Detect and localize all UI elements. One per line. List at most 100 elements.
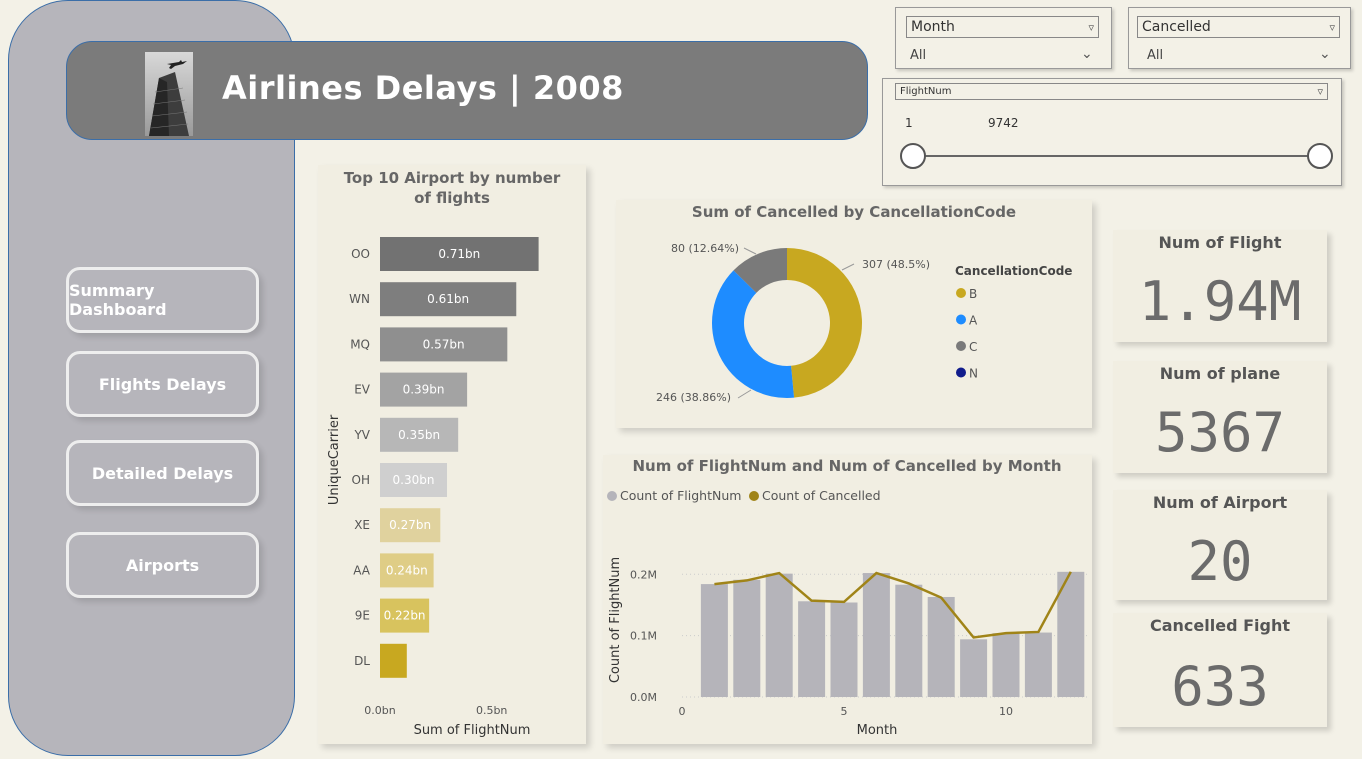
bar[interactable]: [700, 584, 728, 697]
cancelled-line[interactable]: [714, 571, 1072, 639]
flightnum-slicer-header[interactable]: FlightNum ▿: [895, 83, 1328, 100]
legend-label[interactable]: B: [969, 287, 977, 301]
flightnum-min-input[interactable]: 1: [905, 116, 913, 130]
x-tick-label: 10: [999, 705, 1013, 718]
bar[interactable]: [992, 633, 1020, 697]
bar[interactable]: [380, 237, 539, 271]
chart-title-line1: Top 10 Airport by number: [344, 169, 561, 187]
bar[interactable]: [380, 327, 508, 362]
detailed-delays-button[interactable]: Detailed Delays: [66, 440, 259, 506]
range-slider-max-handle[interactable]: [1307, 143, 1333, 169]
y-tick-label: XE: [354, 518, 370, 532]
legend-label[interactable]: Count of Cancelled: [762, 488, 881, 503]
airports-button[interactable]: Airports: [66, 532, 259, 598]
kpi-num-plane-value: 5367: [1154, 401, 1286, 464]
y-tick-label: 9E: [355, 609, 370, 623]
bar[interactable]: [380, 282, 517, 317]
bar[interactable]: [380, 372, 468, 407]
x-tick-label: 5: [841, 705, 848, 718]
chart-title: Num of FlightNum and Num of Cancelled by…: [632, 457, 1061, 475]
data-label: 0.27bn: [389, 518, 431, 532]
month-slicer-label: Month: [911, 19, 955, 35]
y-axis-title: UniqueCarrier: [327, 414, 342, 505]
month-slicer-value[interactable]: All: [910, 48, 927, 63]
bar[interactable]: [380, 417, 459, 452]
y-tick-label: OO: [351, 247, 370, 261]
kpi-num-airport-value: 20: [1187, 530, 1253, 593]
bar[interactable]: [927, 596, 955, 697]
bar[interactable]: [830, 602, 858, 698]
bar[interactable]: [733, 579, 761, 697]
bar[interactable]: [960, 639, 988, 697]
cancelled-slicer: Cancelled ▿ All ⌄: [1128, 7, 1351, 69]
kpi-num-plane-label: Num of plane: [1159, 364, 1281, 383]
flightnum-max-input[interactable]: 9742: [988, 116, 1019, 130]
bar[interactable]: [1024, 632, 1052, 697]
flights-delays-button[interactable]: Flights Delays: [66, 351, 259, 417]
data-label: 0.30bn: [393, 473, 435, 487]
data-label: 0.39bn: [403, 383, 445, 397]
bar[interactable]: [380, 598, 430, 633]
slice-label: 80 (12.64%): [671, 242, 739, 255]
month-slicer-header[interactable]: Month ▿: [906, 16, 1099, 38]
bar[interactable]: [798, 601, 826, 697]
legend-marker: [956, 288, 966, 298]
x-tick-label: 0.5bn: [476, 704, 507, 717]
data-label: 0.57bn: [423, 337, 465, 351]
donut-slice-C[interactable]: [733, 248, 787, 293]
y-tick-label: AA: [353, 563, 371, 577]
legend-label[interactable]: C: [969, 340, 977, 354]
bar[interactable]: [380, 643, 407, 678]
chevron-down-icon[interactable]: ⌄: [1319, 46, 1331, 62]
data-label: 0.71bn: [438, 247, 480, 261]
legend-marker: [956, 314, 966, 325]
chevron-down-icon: ▿: [1317, 85, 1323, 98]
donut-slice-B[interactable]: [787, 248, 863, 398]
month-slicer: Month ▿ All ⌄: [895, 7, 1112, 69]
header-banner: Airlines Delays | 2008: [66, 41, 868, 140]
chevron-down-icon: ▿: [1088, 21, 1094, 34]
cancelled-slicer-header[interactable]: Cancelled ▿: [1137, 16, 1340, 38]
chart-title-line2: of flights: [414, 189, 490, 207]
summary-dashboard-button[interactable]: Summary Dashboard: [66, 267, 259, 333]
slice-label: 246 (38.86%): [656, 391, 731, 404]
chevron-down-icon: ▿: [1329, 21, 1335, 34]
bar[interactable]: [862, 573, 890, 697]
kpi-num-flight-label: Num of Flight: [1158, 233, 1282, 252]
bar[interactable]: [380, 508, 441, 543]
y-tick-label: MQ: [350, 337, 370, 351]
cancelled-slicer-value[interactable]: All: [1147, 48, 1164, 63]
kpi-num-airport-label: Num of Airport: [1152, 493, 1288, 512]
y-tick-label: OH: [352, 473, 370, 487]
legend-label[interactable]: A: [969, 314, 978, 328]
bar[interactable]: [1057, 571, 1085, 697]
donut-slice-A[interactable]: [712, 270, 795, 398]
kpi-num-flight: Num of Flight 1.94M: [1113, 230, 1327, 342]
y-tick-label: DL: [354, 654, 370, 668]
flightnum-slicer: FlightNum ▿ 1 9742: [882, 78, 1342, 186]
airplane-building-icon: [145, 52, 193, 136]
data-label: 0.24bn: [386, 563, 428, 577]
chevron-down-icon[interactable]: ⌄: [1081, 46, 1093, 62]
cancellation-donut-chart: Sum of Cancelled by CancellationCode 307 …: [656, 203, 1072, 404]
top10-bar-chart: Top 10 Airport by number of flights OO 0.71…: [327, 169, 561, 738]
cancelled-slicer-label: Cancelled: [1142, 19, 1211, 35]
data-label: 0.61bn: [427, 292, 469, 306]
y-tick-label: EV: [354, 383, 371, 397]
x-axis-title: Month: [857, 723, 898, 738]
leader-line: [841, 263, 855, 271]
legend-title: CancellationCode: [955, 264, 1072, 278]
bar[interactable]: [380, 463, 448, 497]
bar[interactable]: [765, 573, 793, 697]
kpi-cancelled-flight-value: 633: [1171, 655, 1269, 718]
data-label: 0.22bn: [384, 609, 426, 623]
legend-marker: [956, 367, 966, 378]
flightnum-slicer-label: FlightNum: [900, 86, 952, 97]
bar[interactable]: [380, 553, 434, 588]
bar[interactable]: [895, 584, 923, 697]
kpi-num-flight-value: 1.94M: [1138, 270, 1302, 333]
range-slider-min-handle[interactable]: [900, 143, 926, 169]
legend-label[interactable]: N: [969, 367, 978, 381]
legend-label[interactable]: Count of FlightNum: [620, 488, 741, 503]
leader-line: [737, 389, 752, 399]
